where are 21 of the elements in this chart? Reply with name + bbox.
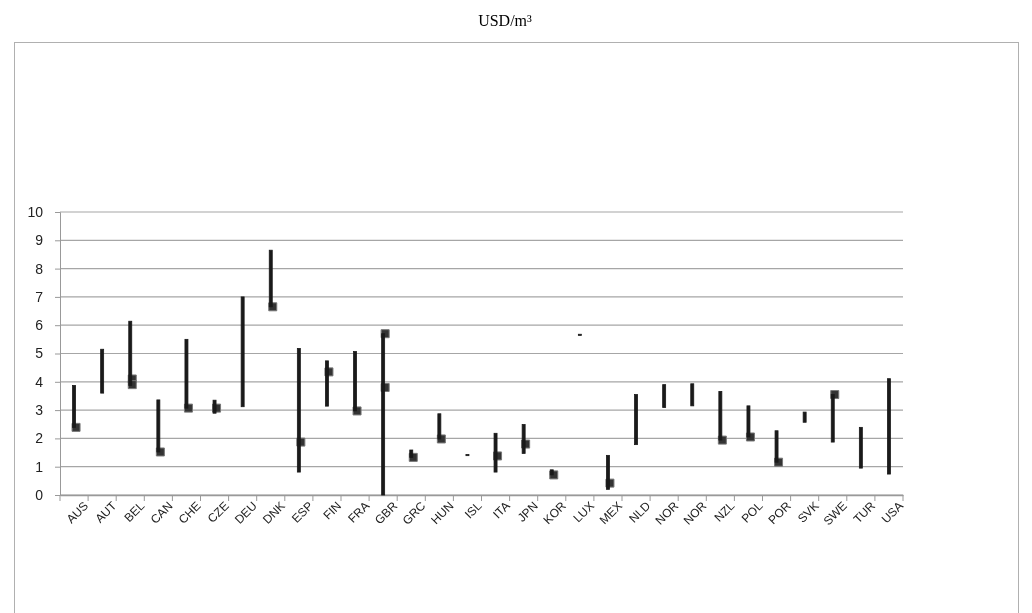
x-tick-label: USA [878, 498, 907, 527]
y-tick-label: 0 [35, 486, 44, 503]
y-tick-label: 8 [35, 260, 44, 277]
x-tick-label: BEL [121, 498, 148, 525]
x-tick-label: TUR [850, 498, 879, 527]
y-tick-label: 4 [35, 373, 44, 390]
x-tick-label: FRA [345, 498, 373, 526]
y-tick-label: 6 [35, 317, 44, 334]
x-tick-label: ITA [490, 498, 513, 522]
y-tick-label: 7 [35, 288, 44, 305]
y-tick-label: 1 [35, 458, 44, 475]
chart-title: USD/m³ [478, 12, 533, 29]
y-tick-label: 2 [35, 430, 44, 447]
y-tick-label: 3 [35, 402, 44, 419]
x-tick-label: ISL [461, 498, 485, 522]
y-tick-label: 10 [27, 203, 44, 220]
x-tick-label: POL [738, 498, 766, 526]
x-tick-label: NZL [711, 498, 738, 525]
y-tick-label: 5 [35, 345, 44, 362]
y-tick-label: 9 [35, 232, 44, 249]
x-tick-label: FIN [320, 498, 345, 523]
